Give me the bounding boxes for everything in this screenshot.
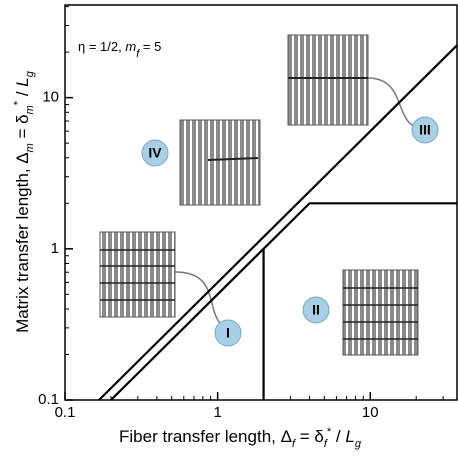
label-part: f (324, 438, 328, 450)
region-badge (214, 319, 242, 347)
region-label: III (419, 122, 431, 138)
region-badge (141, 139, 169, 167)
inset-i (99, 231, 176, 318)
label-part: / (13, 87, 32, 101)
label-part: = δ (295, 427, 324, 446)
inset-iv (179, 119, 261, 206)
insets (99, 34, 419, 356)
label-part: * (327, 426, 332, 438)
cracks (100, 249, 175, 301)
x-tick-label: 10 (362, 404, 379, 421)
y-tick-label: 1 (51, 240, 59, 257)
label-part: Fiber transfer length, Δ (119, 427, 292, 446)
label-part: = 5 (139, 39, 161, 54)
region-label: I (226, 325, 230, 341)
label-part: g (24, 70, 36, 77)
label-part: g (355, 438, 362, 450)
inset-ii (342, 269, 419, 356)
x-tick-label: 0.1 (55, 404, 76, 421)
y-tick-label: 0.1 (38, 391, 59, 408)
label-part: m (125, 39, 136, 54)
label-part: m (24, 105, 36, 114)
label-part: * (12, 100, 24, 105)
x-tick-label: 1 (213, 404, 221, 421)
label-part: = δ (13, 114, 32, 143)
label-part: m (24, 143, 36, 152)
label-part: / (331, 427, 345, 446)
label-part: L (345, 427, 354, 446)
region-badge (411, 116, 439, 144)
leader (367, 77, 417, 128)
label-part: L (13, 77, 32, 86)
label-part: η = 1/2, (78, 39, 125, 54)
leader (174, 271, 223, 326)
boundary-line (98, 44, 457, 400)
boundary-line (110, 202, 457, 400)
label-part: f (136, 48, 140, 60)
region-badge (302, 296, 330, 324)
annotation: η = 1/2, mf = 5 (78, 39, 161, 59)
x-axis-label: Fiber transfer length, Δf = δf* / Lg (119, 426, 362, 450)
label-part: f (292, 438, 296, 450)
y-axis-label: Matrix transfer length, Δm = δm* / Lg (12, 70, 36, 333)
label-part: Matrix transfer length, Δ (13, 152, 32, 332)
inset-iii (287, 34, 369, 126)
y-tick-label: 10 (42, 89, 59, 106)
region-label: IV (148, 145, 162, 161)
cracks (343, 287, 418, 340)
crack (207, 157, 259, 161)
region-label: II (312, 302, 320, 318)
